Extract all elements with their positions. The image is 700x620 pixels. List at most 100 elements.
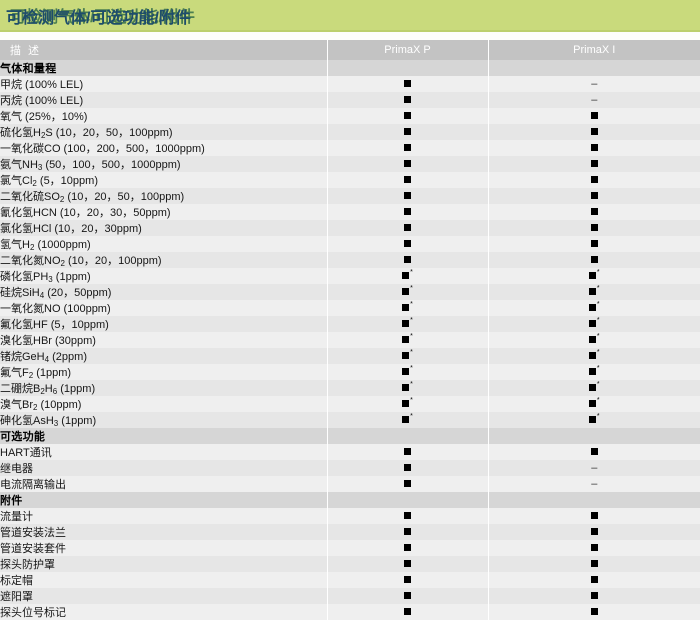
table-row: 遮阳罩	[0, 588, 700, 604]
table-row: 二氧化硫SO2 (10，20，50，100ppm)	[0, 188, 700, 204]
cell-availability-primax-i: *	[488, 300, 700, 316]
cell-availability-primax-p	[327, 76, 489, 92]
cell-availability-primax-i: *	[488, 348, 700, 364]
cell-description: 氢气H2 (1000ppm)	[0, 236, 328, 252]
table-row: 氨气NH3 (50，100，500，1000ppm)	[0, 156, 700, 172]
table-row: 硅烷SiH4 (20，50ppm) * *	[0, 284, 700, 300]
footnote-asterisk: *	[596, 413, 600, 421]
available-square-icon	[404, 559, 411, 567]
cell-description: 氧气 (25%，10%)	[0, 108, 328, 124]
cell-description: 一氧化氮NO (100ppm)	[0, 300, 328, 316]
available-square-icon	[588, 351, 596, 359]
cell-description: 磷化氢PH3 (1ppm)	[0, 268, 328, 284]
available-square-icon	[404, 223, 411, 231]
cell-availability-primax-p	[327, 444, 489, 460]
available-square-icon	[404, 527, 411, 535]
cell-description: 探头位号标记	[0, 604, 328, 620]
footnote-asterisk: *	[410, 349, 413, 357]
available-square-icon	[590, 511, 598, 519]
footnote-asterisk: *	[596, 269, 600, 277]
available-square-icon	[404, 127, 411, 135]
footnote-asterisk: *	[596, 317, 600, 325]
cell-availability-primax-i: –	[488, 92, 700, 108]
cell-description: 丙烷 (100% LEL)	[0, 92, 328, 108]
available-square-icon	[404, 95, 411, 103]
table-head: 描 述 PrimaX P PrimaX I	[0, 40, 700, 60]
available-square-icon	[588, 399, 596, 407]
table-row: 丙烷 (100% LEL) –	[0, 92, 700, 108]
cell-description: 氟气F2 (1ppm)	[0, 364, 328, 380]
available-square-icon	[590, 607, 598, 615]
available-square-icon	[404, 543, 411, 551]
available-square-icon	[590, 543, 598, 551]
available-square-icon	[588, 319, 596, 327]
table-row: 砷化氢AsH3 (1ppm) * *	[0, 412, 700, 428]
available-square-icon	[590, 159, 598, 167]
table-row: 二氧化氮NO2 (10，20，100ppm)	[0, 252, 700, 268]
cell-availability-primax-p	[327, 460, 489, 476]
available-square-icon	[404, 591, 411, 599]
table-row: 氰化氢HCN (10，20，30，50ppm)	[0, 204, 700, 220]
cell-availability-primax-i	[488, 540, 700, 556]
table-row: 硫化氢H2S (10，20，50，100ppm)	[0, 124, 700, 140]
cell-availability-primax-p: *	[327, 300, 489, 316]
cell-description: 氯气Cl2 (5，10ppm)	[0, 172, 328, 188]
cell-description: 标定帽	[0, 572, 328, 588]
cell-description: 管道安装法兰	[0, 524, 328, 540]
table-row: 标定帽	[0, 572, 700, 588]
section-spacer-i	[488, 60, 700, 76]
available-square-icon	[404, 575, 411, 583]
cell-availability-primax-p	[327, 220, 489, 236]
section-spacer-p	[327, 60, 489, 76]
available-square-icon	[404, 79, 411, 87]
table-row: 一氧化碳CO (100，200，500，1000ppm)	[0, 140, 700, 156]
available-square-icon	[590, 223, 598, 231]
available-square-icon	[590, 255, 598, 263]
cell-description: 溴化氢HBr (30ppm)	[0, 332, 328, 348]
cell-description: 氟化氢HF (5，10ppm)	[0, 316, 328, 332]
cell-availability-primax-p	[327, 556, 489, 572]
cell-availability-primax-i: –	[488, 460, 700, 476]
footnote-asterisk: *	[410, 301, 413, 309]
section-spacer-i	[488, 428, 700, 444]
cell-availability-primax-p	[327, 108, 489, 124]
available-square-icon	[588, 383, 596, 391]
footnote-asterisk: *	[410, 365, 413, 373]
unavailable-dash-icon: –	[591, 461, 598, 474]
cell-description: 硅烷SiH4 (20，50ppm)	[0, 284, 328, 300]
column-header-primax-p: PrimaX P	[327, 40, 489, 60]
table-row: 溴气Br2 (10ppm) * *	[0, 396, 700, 412]
footnote-asterisk: *	[596, 397, 600, 405]
cell-description: 二氧化氮NO2 (10，20，100ppm)	[0, 252, 328, 268]
available-square-icon	[404, 239, 411, 247]
unavailable-dash-icon: –	[591, 93, 598, 106]
cell-availability-primax-p	[327, 476, 489, 492]
cell-availability-primax-p	[327, 540, 489, 556]
available-square-icon	[404, 511, 411, 519]
table-row: 探头位号标记	[0, 604, 700, 620]
available-square-icon	[402, 287, 410, 295]
cell-description: 溴气Br2 (10ppm)	[0, 396, 328, 412]
footnote-asterisk: *	[596, 381, 600, 389]
available-square-icon	[590, 143, 598, 151]
table-body: 气体和量程 甲烷 (100% LEL) – 丙烷 (100% LEL) – 氧气 (25%…	[0, 60, 700, 620]
cell-availability-primax-i	[488, 236, 700, 252]
footnote-asterisk: *	[596, 349, 600, 357]
section-header-row: 附件	[0, 492, 700, 508]
table-row: 磷化氢PH3 (1ppm) * *	[0, 268, 700, 284]
cell-availability-primax-i	[488, 444, 700, 460]
footnote-asterisk: *	[596, 301, 600, 309]
cell-description: 二硼烷B2H6 (1ppm)	[0, 380, 328, 396]
available-square-icon	[402, 367, 410, 375]
cell-availability-primax-i	[488, 524, 700, 540]
cell-availability-primax-i	[488, 108, 700, 124]
cell-availability-primax-p	[327, 172, 489, 188]
section-spacer-p	[327, 492, 489, 508]
cell-availability-primax-i: –	[488, 76, 700, 92]
table-row: 甲烷 (100% LEL) –	[0, 76, 700, 92]
available-square-icon	[402, 271, 410, 279]
cell-availability-primax-i	[488, 556, 700, 572]
table-row: 管道安装法兰	[0, 524, 700, 540]
cell-description: 管道安装套件	[0, 540, 328, 556]
available-square-icon	[590, 447, 598, 455]
